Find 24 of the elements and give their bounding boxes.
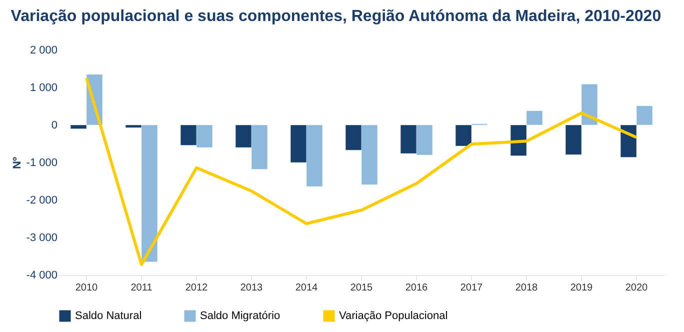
x-tick-label: 2020 [625,282,648,294]
y-axis-title: Nº [11,157,24,169]
x-tick-label: 2013 [240,282,264,294]
line-series [85,76,638,266]
y-tick-label: 2 000 [30,44,58,56]
x-tick-label: 2017 [460,282,484,294]
x-tick-label: 2015 [350,282,374,294]
x-tick-label: 2011 [130,282,153,294]
y-tick-label: -2 000 [26,194,58,206]
legend-label: Saldo Migratório [200,310,280,322]
y-tick-label: -1 000 [26,157,58,169]
x-tick-label: 2018 [515,282,538,294]
y-tick-label: -3 000 [26,232,58,244]
y-tick-label: 1 000 [30,82,58,94]
legend-label: Variação Populacional [339,310,448,322]
x-tick-label: 2010 [75,282,98,294]
x-tick-label: 2016 [405,282,428,294]
x-tick-label: 2012 [185,282,208,294]
x-tick-label: 2014 [295,282,318,294]
chart-title: Variação populacional e suas componentes, Região Autónoma da Madeira, 2010-2020 [10,8,662,25]
legend-label: Saldo Natural [75,310,142,322]
y-tick-label: -4 000 [26,270,58,282]
y-tick-label: 0 [51,120,58,132]
x-tick-label: 2019 [570,282,594,294]
